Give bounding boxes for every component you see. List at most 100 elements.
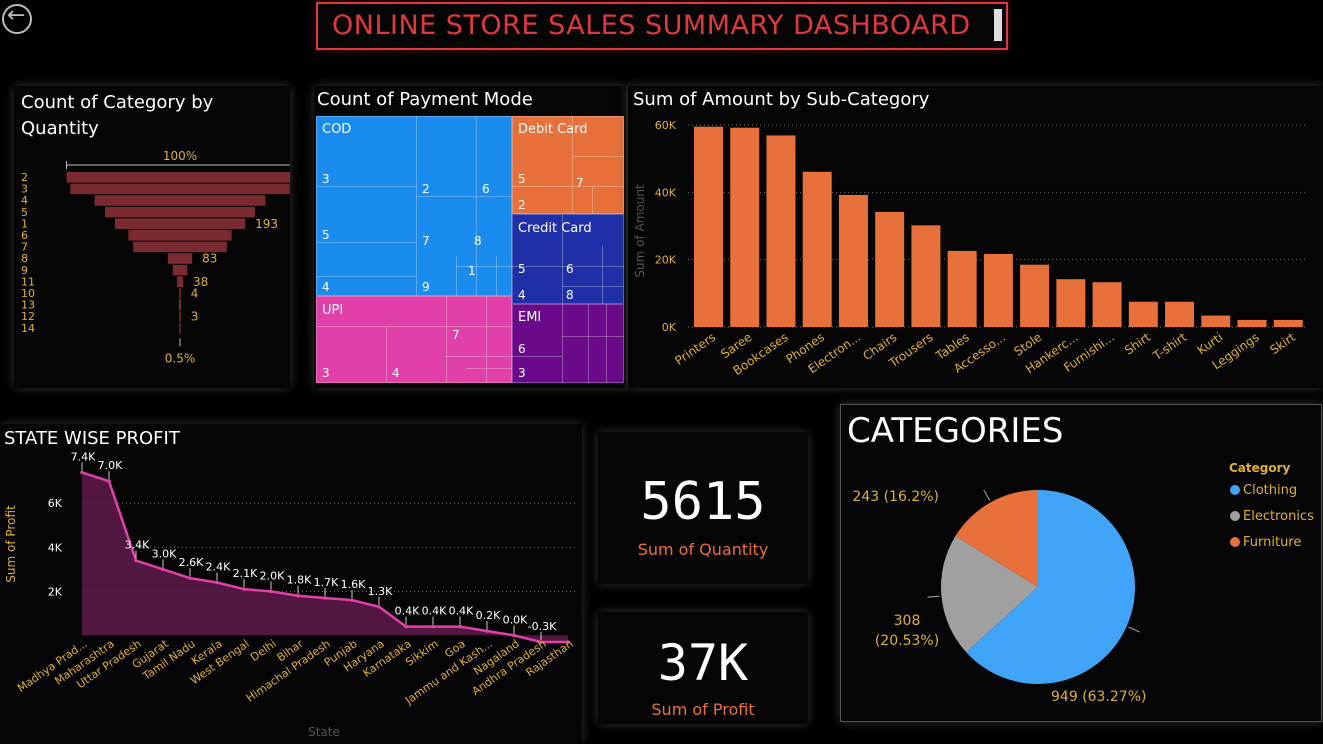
state-y-tick: 6K [48, 497, 63, 510]
subcategory-y-tick: 60K [655, 119, 677, 132]
treemap-cell-divider [476, 196, 477, 296]
treemap-number: 3 [518, 366, 526, 380]
funnel-category-label: 11 [21, 275, 35, 288]
state-data-label: -0.3K [528, 620, 557, 633]
dashboard-title-box: ONLINE STORE SALES SUMMARY DASHBOARD [316, 2, 1008, 50]
subcategory-y-tick: 20K [655, 254, 677, 267]
legend-swatch [1230, 485, 1240, 495]
subcategory-y-tick: 0K [662, 321, 677, 334]
treemap-cell-credit-card[interactable] [512, 214, 624, 304]
treemap-number: 2 [518, 198, 526, 212]
pie-slice [955, 490, 1038, 587]
pie-data-label: 243 (16.2%) [852, 489, 939, 505]
state-profit-point [296, 593, 300, 598]
state-profit-point [323, 596, 327, 600]
back-button[interactable]: ← [2, 3, 32, 34]
pie-data-label: 949 (63.27%) [1051, 689, 1146, 705]
funnel-bar [179, 288, 181, 299]
treemap-cell-divider [512, 266, 624, 267]
legend-item[interactable]: Electronics [1243, 509, 1314, 524]
treemap-cell-divider [316, 242, 416, 243]
funnel-title: Count of Category by Quantity [21, 92, 214, 139]
treemap-number: 6 [566, 262, 574, 276]
funnel-data-label: 3 [191, 310, 199, 324]
categories-title: CATEGORIES [847, 411, 1064, 451]
funnel-bar [178, 299, 182, 311]
subcategory-x-tick: Skirt [1267, 330, 1298, 357]
funnel-category-label: 14 [21, 322, 35, 335]
subcategory-bar [802, 171, 832, 327]
treemap-cell-divider [512, 186, 624, 187]
funnel-top-pct: 100% [163, 149, 197, 163]
funnel-category-label: 10 [21, 287, 35, 300]
state-profit-point [107, 479, 111, 484]
legend-item[interactable]: Furniture [1243, 535, 1301, 550]
funnel-category-label: 3 [21, 183, 28, 196]
subcategory-y-axis-label: Sum of Amount [633, 184, 647, 278]
funnel-bar [66, 172, 290, 183]
treemap-cell-divider [572, 156, 624, 157]
state-data-label: 3.0K [152, 547, 177, 560]
treemap-cell-upi[interactable] [316, 296, 512, 383]
funnel-panel: Count of Category by Quantity 100%231324… [14, 86, 290, 388]
treemap-number: 3 [322, 366, 330, 380]
subcategory-bar [838, 195, 868, 327]
state-profit-area [82, 472, 568, 642]
state-profit-title: STATE WISE PROFIT [4, 428, 180, 449]
subcategory-bar [730, 127, 760, 327]
treemap-cell-debit-card[interactable] [512, 116, 624, 214]
funnel-category-label: 12 [21, 310, 35, 323]
state-data-label: 0.0K [503, 613, 528, 626]
subcategory-x-tick: T-shirt [1150, 330, 1190, 364]
treemap-number: 7 [576, 176, 584, 190]
subcategory-bar [1128, 301, 1158, 327]
treemap-cell-divider [486, 296, 487, 383]
funnel-category-label: 7 [21, 241, 28, 254]
treemap-number: 5 [518, 172, 526, 186]
treemap-label-cod: COD [322, 122, 352, 137]
treemap-number: 2 [422, 182, 430, 196]
categories-panel: CATEGORIES 949 (63.27%) 308 (20.53%) 243 (1… [840, 404, 1322, 722]
state-profit-point [539, 640, 543, 644]
title-cursor [994, 9, 1002, 41]
state-data-label: 7.0K [98, 459, 123, 472]
treemap-number: 1 [468, 264, 476, 278]
treemap-cell-emi[interactable] [512, 304, 624, 383]
subcategory-bar [983, 253, 1013, 327]
treemap-number: 7 [452, 328, 460, 342]
funnel-bar [176, 276, 184, 287]
subcategory-bar [1237, 319, 1267, 327]
treemap-cell-divider [416, 196, 512, 197]
treemap-cell-divider [416, 116, 417, 296]
treemap-cell-divider [316, 276, 416, 277]
state-data-label: 1.7K [314, 576, 339, 589]
subcategory-title: Sum of Amount by Sub-Category [633, 89, 930, 110]
state-data-label: 2.1K [233, 567, 258, 580]
kpi-profit-value: 37K [657, 634, 749, 692]
legend-item[interactable]: Clothing [1243, 483, 1297, 498]
funnel-category-label: 8 [21, 252, 28, 265]
state-profit-point [134, 558, 138, 563]
kpi-quantity-value: 5615 [640, 472, 766, 532]
pie-slice [966, 490, 1135, 684]
treemap-cell-cod[interactable] [316, 116, 512, 296]
pie-label-leader [1128, 626, 1140, 633]
treemap-cell-divider [588, 304, 589, 383]
subcategory-x-tick: Shirt [1122, 330, 1153, 358]
subcategory-bar [1056, 279, 1086, 327]
state-y-tick: 2K [48, 585, 63, 598]
treemap-cell-divider [446, 296, 447, 383]
legend-swatch [1230, 537, 1240, 547]
state-data-label: 1.6K [341, 578, 366, 591]
subcategory-y-tick: 40K [655, 186, 677, 199]
subcategory-bar [911, 225, 941, 327]
state-data-label: 1.3K [368, 585, 393, 598]
funnel-data-label: 83 [202, 252, 217, 266]
treemap-cell-divider [316, 186, 416, 187]
treemap-cell-divider [512, 356, 562, 357]
funnel-category-label: 4 [21, 194, 28, 207]
back-arrow-icon: ← [7, 3, 26, 28]
dashboard-title: ONLINE STORE SALES SUMMARY DASHBOARD [332, 10, 971, 41]
